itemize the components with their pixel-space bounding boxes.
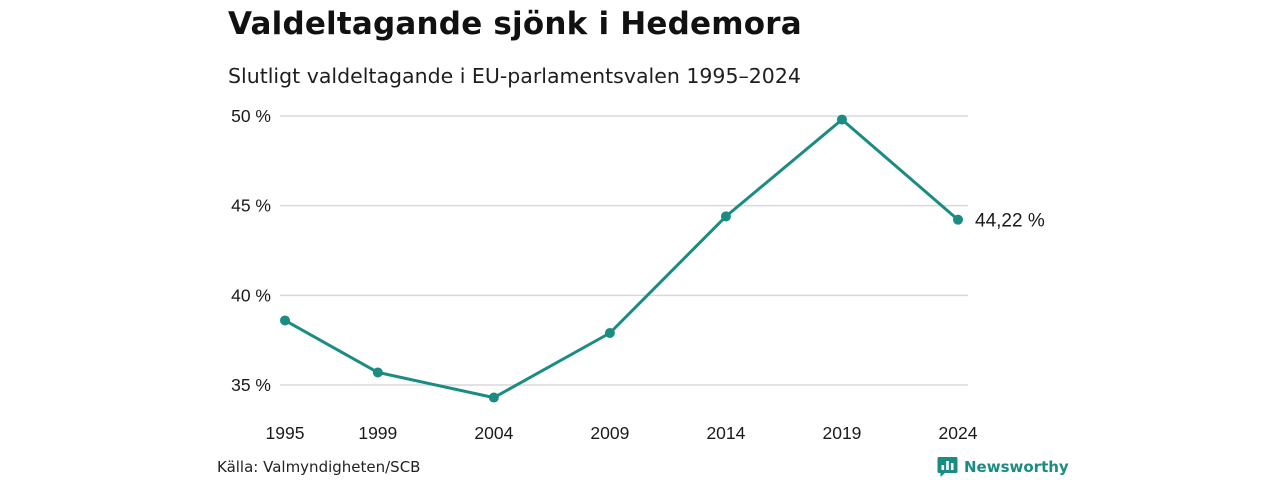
brand-logo: Newsworthy <box>937 456 1069 478</box>
data-point <box>280 315 290 326</box>
y-tick-label: 35 % <box>231 375 271 395</box>
data-labels: 44,22 % <box>975 211 1045 232</box>
data-point <box>604 327 615 338</box>
x-tick-label: 2004 <box>474 423 513 443</box>
x-axis-ticks: 1995 1999 2004 2009 2014 2019 2024 <box>266 423 978 443</box>
data-point <box>372 367 383 378</box>
data-point <box>488 392 499 403</box>
data-point <box>953 214 963 225</box>
series-line-group <box>283 118 960 400</box>
gridlines <box>280 115 968 386</box>
data-point <box>836 114 847 125</box>
x-tick-label: 2024 <box>939 423 978 443</box>
newsworthy-logo-icon <box>937 457 958 477</box>
brand-name: Newsworthy <box>964 458 1069 476</box>
x-tick-label: 2019 <box>822 423 861 443</box>
end-value-label: 44,22 % <box>975 211 1045 232</box>
y-tick-label: 40 % <box>231 285 271 305</box>
chart-subtitle: Slutligt valdeltagande i EU-parlamentsva… <box>228 64 801 88</box>
series-line <box>283 118 960 400</box>
y-tick-label: 50 % <box>231 106 271 126</box>
source-note: Källa: Valmyndigheten/SCB <box>217 458 421 476</box>
chart-title: Valdeltagande sjönk i Hedemora <box>228 6 802 42</box>
x-tick-label: 1999 <box>358 423 397 443</box>
data-point <box>720 211 731 222</box>
y-axis-ticks: 35 % 40 % 45 % 50 % <box>231 106 271 395</box>
data-points <box>280 114 963 403</box>
x-tick-label: 2009 <box>590 423 629 443</box>
x-tick-label: 2014 <box>706 423 745 443</box>
y-tick-label: 45 % <box>231 196 271 216</box>
x-tick-label: 1995 <box>266 423 305 443</box>
